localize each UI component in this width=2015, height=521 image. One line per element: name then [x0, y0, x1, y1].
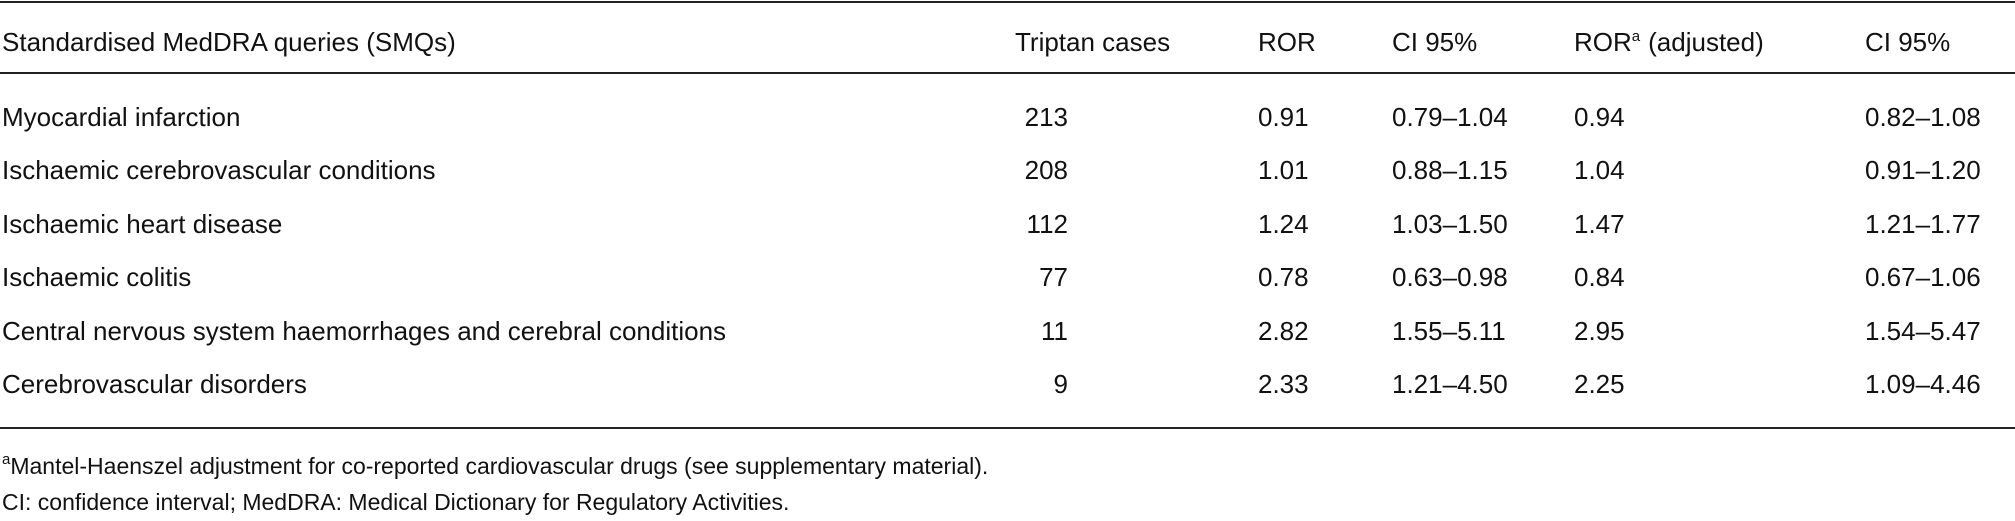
- table-cell: 1.03–1.50: [1392, 208, 1508, 239]
- table-cell: 0.91: [1258, 102, 1309, 132]
- table-cell: Cerebrovascular disorders: [2, 369, 307, 399]
- table-cell: Ischaemic colitis: [2, 262, 192, 293]
- header-text: ROR: [1574, 27, 1632, 57]
- header-sup: a: [1631, 28, 1641, 45]
- footnote-text: CI: confidence interval; MedDRA: Medical…: [2, 489, 790, 515]
- table-cell: 0.67–1.06: [1865, 262, 1981, 293]
- table-cell: 0.88–1.15: [1392, 155, 1508, 186]
- footnote: aMantel-Haenszel adjustment for co-repor…: [2, 452, 988, 480]
- footnote-sup: a: [2, 451, 11, 468]
- table-cell: 208: [1024, 155, 1068, 186]
- header-cell: CI 95%: [1865, 27, 1951, 57]
- table-cell: 0.82–1.08: [1865, 102, 1981, 132]
- table-cell: 2.33: [1258, 369, 1309, 399]
- table-cell: 1.24: [1258, 208, 1309, 239]
- header-text: (adjusted): [1648, 27, 1764, 57]
- table-cell: 2.95: [1574, 315, 1625, 346]
- header-rule: [0, 72, 2015, 74]
- table-cell: 0.79–1.04: [1392, 102, 1508, 132]
- table-cell: 1.04: [1574, 155, 1625, 186]
- table-cell: Ischaemic heart disease: [2, 208, 283, 239]
- header-cell: Triptan cases: [1015, 27, 1171, 57]
- header-cell: RORa (adjusted): [1574, 27, 1854, 57]
- header-cell: CI 95%: [1392, 27, 1478, 57]
- table-cell: 0.78: [1258, 262, 1309, 293]
- table-cell: 2.25: [1574, 369, 1625, 399]
- table-cell: Central nervous system haemorrhages and …: [2, 315, 727, 346]
- table-cell: 0.84: [1574, 262, 1625, 293]
- footnote-text: Mantel-Haenszel adjustment for co-report…: [10, 453, 989, 479]
- table-cell: 0.94: [1574, 102, 1625, 132]
- header-cell: Standardised MedDRA queries (SMQs): [2, 27, 456, 57]
- table-cell: 1.09–4.46: [1865, 369, 1981, 399]
- top-rule: [0, 1, 2015, 3]
- table-cell: 2.82: [1258, 315, 1309, 346]
- table-cell: 112: [1026, 208, 1068, 239]
- table-cell: 1.54–5.47: [1865, 315, 1981, 346]
- table-cell: 1.47: [1574, 208, 1625, 239]
- table-cell: 1.01: [1258, 155, 1309, 186]
- header-cell: ROR: [1258, 27, 1316, 57]
- table-cell: 1.21–4.50: [1392, 369, 1508, 399]
- table-cell: 11: [1041, 315, 1068, 346]
- table-cell: Ischaemic cerebrovascular conditions: [2, 155, 436, 186]
- table-cell: 1.21–1.77: [1865, 208, 1981, 239]
- table-cell: 9: [1053, 369, 1068, 399]
- table-cell: Myocardial infarction: [2, 102, 241, 132]
- table-cell: 0.91–1.20: [1865, 155, 1981, 186]
- bottom-rule: [0, 427, 2015, 429]
- table-cell: 1.55–5.11: [1392, 315, 1506, 346]
- footnote: CI: confidence interval; MedDRA: Medical…: [2, 488, 789, 516]
- table-cell: 213: [1024, 102, 1068, 132]
- table-cell: 0.63–0.98: [1392, 262, 1508, 293]
- table-cell: 77: [1039, 262, 1068, 293]
